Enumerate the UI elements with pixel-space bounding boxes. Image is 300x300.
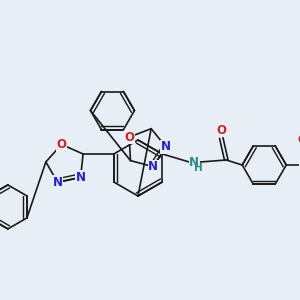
Text: O: O <box>298 135 300 145</box>
Text: N: N <box>148 160 158 173</box>
Text: H: H <box>194 163 203 173</box>
Text: N: N <box>161 140 171 154</box>
Text: O: O <box>216 124 226 136</box>
Text: O: O <box>124 130 134 144</box>
Text: O: O <box>57 138 67 151</box>
Text: N: N <box>52 176 63 189</box>
Text: N: N <box>76 171 85 184</box>
Text: N: N <box>189 155 199 169</box>
